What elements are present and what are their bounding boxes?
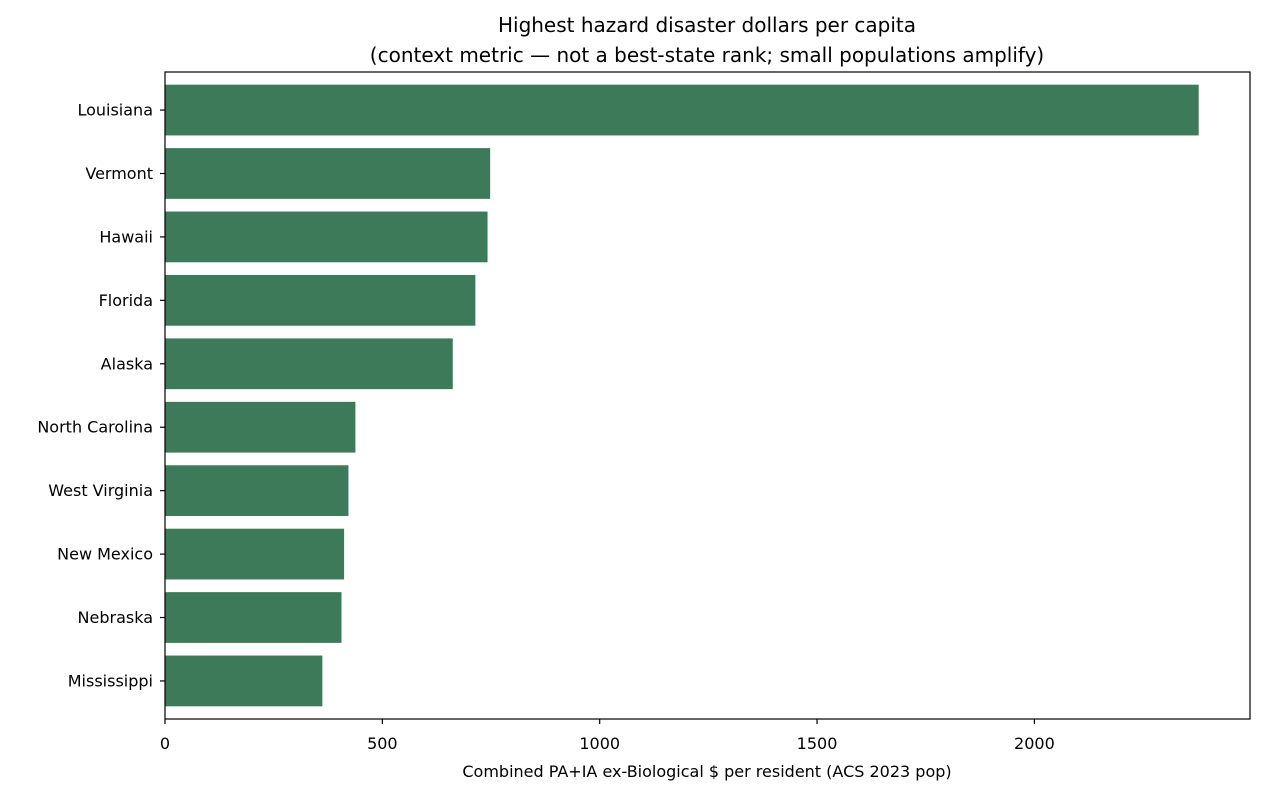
y-tick-label-north-carolina: North Carolina bbox=[37, 418, 153, 437]
y-axis-ticks: Louisiana Vermont Hawaii Florida Alaska North… bbox=[37, 101, 165, 690]
bar-florida bbox=[165, 274, 476, 326]
y-tick-label-florida: Florida bbox=[99, 291, 153, 310]
y-tick-label-alaska: Alaska bbox=[101, 354, 153, 373]
x-tick-label-2000: 2000 bbox=[1014, 734, 1055, 753]
y-tick-label-new-mexico: New Mexico bbox=[57, 545, 153, 564]
bar-hawaii bbox=[165, 211, 488, 263]
x-tick-label-500: 500 bbox=[367, 734, 398, 753]
x-axis-ticks: 0 500 1000 1500 2000 bbox=[160, 719, 1055, 753]
y-tick-label-nebraska: Nebraska bbox=[78, 608, 153, 627]
plot-frame bbox=[164, 71, 1251, 720]
y-tick-label-louisiana: Louisiana bbox=[77, 101, 153, 120]
chart-title: Highest hazard disaster dollars per capi… bbox=[498, 13, 916, 37]
y-tick-label-vermont: Vermont bbox=[85, 164, 153, 183]
bar-mississippi bbox=[165, 655, 323, 707]
bar-new-mexico bbox=[165, 528, 345, 580]
bar-north-carolina bbox=[165, 401, 356, 453]
bar-vermont bbox=[165, 148, 491, 199]
y-tick-label-mississippi: Mississippi bbox=[68, 671, 153, 690]
y-tick-label-hawaii: Hawaii bbox=[99, 227, 153, 246]
x-tick-label-1000: 1000 bbox=[579, 734, 620, 753]
bar-nebraska bbox=[165, 592, 342, 643]
bars-group bbox=[165, 84, 1199, 707]
chart-subtitle: (context metric — not a best-state rank;… bbox=[370, 43, 1044, 67]
bar-alaska bbox=[165, 338, 453, 390]
bar-louisiana bbox=[165, 84, 1199, 136]
x-axis-label: Combined PA+IA ex-Biological $ per resid… bbox=[462, 762, 951, 781]
x-tick-label-0: 0 bbox=[160, 734, 170, 753]
bar-west-virginia bbox=[165, 465, 349, 517]
y-tick-label-west-virginia: West Virginia bbox=[48, 481, 153, 500]
x-tick-label-1500: 1500 bbox=[797, 734, 838, 753]
